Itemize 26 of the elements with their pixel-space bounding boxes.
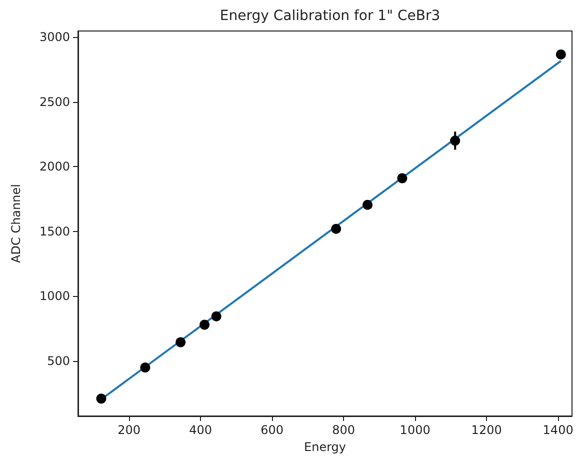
y-tick-label: 2000: [39, 160, 70, 174]
x-tick-label: 800: [332, 423, 356, 437]
x-tick-label: 200: [118, 423, 141, 437]
x-tick-label: 600: [260, 423, 284, 437]
point: [556, 49, 566, 60]
point: [211, 311, 222, 322]
x-tick-label: 1000: [400, 423, 430, 437]
y-tick-label: 1500: [39, 224, 70, 238]
point: [140, 362, 150, 373]
point: [200, 320, 210, 330]
x-axis-title: Energy: [304, 440, 346, 454]
x-tick-label: 400: [189, 423, 212, 437]
x-tick-label: 1400: [542, 423, 574, 437]
x-tick-label: 1200: [471, 423, 502, 437]
point: [450, 136, 460, 146]
y-tick-label: 1000: [39, 289, 70, 304]
point: [331, 224, 342, 234]
point: [397, 173, 408, 184]
point: [96, 394, 106, 404]
y-tick-label: 500: [47, 354, 70, 368]
y-tick-label: 3000: [39, 30, 70, 44]
point: [176, 337, 186, 348]
y-axis-title: ADC Channel: [9, 184, 23, 263]
point: [362, 200, 373, 210]
y-tick-label: 2500: [39, 94, 70, 109]
chart-title: Energy Calibration for 1" CeBr3: [220, 8, 440, 24]
